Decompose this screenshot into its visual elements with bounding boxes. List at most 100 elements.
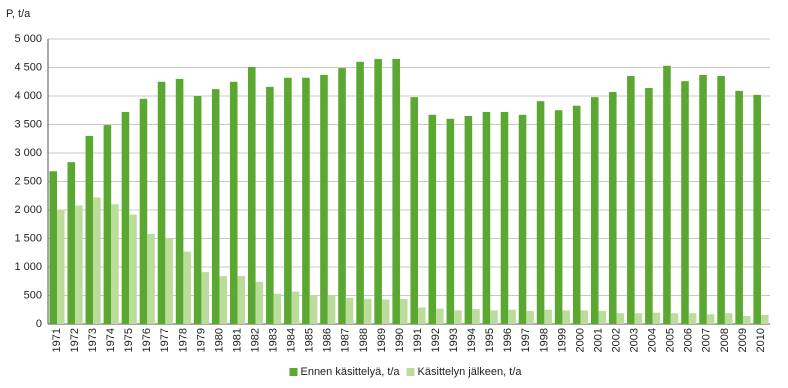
- x-tick-label: 1971: [51, 328, 63, 352]
- bar: [229, 81, 238, 324]
- bar: [193, 96, 202, 324]
- bar: [255, 281, 264, 324]
- bar: [327, 295, 336, 324]
- x-tick-label: 1984: [286, 328, 298, 352]
- x-tick-label: 1992: [430, 328, 442, 352]
- bar: [111, 204, 119, 324]
- bar: [374, 58, 382, 324]
- x-tick-label: 1983: [268, 328, 280, 352]
- legend: Ennen käsittelyä, t/a Käsittelyn jälkeen,…: [289, 366, 522, 378]
- x-tick-label: 1985: [304, 328, 316, 352]
- x-tick-label: 2004: [647, 328, 659, 352]
- bar: [681, 81, 689, 325]
- bar: [57, 210, 65, 324]
- x-tick-label: 2010: [755, 328, 767, 352]
- bar: [392, 58, 400, 324]
- bar: [85, 135, 94, 324]
- y-axis-label: P, t/a: [6, 8, 31, 20]
- bar: [273, 293, 282, 324]
- bar: [670, 313, 679, 324]
- bar: [157, 81, 166, 324]
- x-tick-label: 1982: [249, 328, 261, 352]
- x-tick-label: 2001: [592, 328, 604, 352]
- x-tick-label: 2007: [701, 328, 713, 352]
- bar: [544, 309, 552, 324]
- y-tick-label: 3 000: [14, 147, 42, 159]
- bar: [338, 68, 346, 324]
- y-tick-label: 2 500: [14, 175, 42, 187]
- bar: [356, 61, 364, 325]
- bar: [580, 310, 589, 324]
- bar: [309, 295, 318, 324]
- bar: [67, 162, 76, 324]
- bar: [482, 111, 491, 325]
- x-tick-label: 1981: [231, 328, 243, 352]
- bar: [454, 310, 462, 324]
- bar: [266, 86, 274, 324]
- x-tick-label: 1979: [195, 328, 207, 352]
- bar: [634, 313, 643, 324]
- bar: [446, 118, 455, 324]
- y-tick-label: 1 500: [14, 232, 42, 244]
- bar: [345, 297, 354, 324]
- x-tick-label: 1999: [556, 328, 568, 352]
- bar: [381, 299, 390, 324]
- bar: [562, 310, 571, 324]
- bar: [724, 313, 733, 324]
- bar: [75, 205, 83, 324]
- bar: [706, 314, 715, 324]
- x-tick-label: 2008: [719, 328, 731, 352]
- bar: [490, 310, 498, 324]
- x-tick-label: 1989: [376, 328, 388, 352]
- x-tick-label: 1997: [520, 328, 532, 352]
- x-tick-label: 2003: [629, 328, 641, 352]
- bar: [175, 78, 184, 325]
- bar: [139, 98, 148, 324]
- bar: [760, 314, 769, 324]
- bar: [302, 77, 310, 324]
- x-tick-label: 1973: [87, 328, 99, 352]
- bar: [219, 276, 228, 324]
- bar: [147, 233, 155, 324]
- bar: [410, 97, 419, 324]
- bar: [500, 111, 509, 325]
- x-tick-label: 1978: [177, 328, 189, 352]
- bar: [645, 88, 653, 325]
- y-tick-label: 4 000: [14, 90, 42, 102]
- x-tick-label: 1993: [448, 328, 460, 352]
- bar: [183, 251, 191, 324]
- x-tick-label: 1980: [213, 328, 225, 352]
- bar: [590, 97, 599, 324]
- bar: [616, 313, 625, 324]
- bar: [608, 92, 617, 324]
- bar: [211, 89, 220, 324]
- x-tick-label: 1990: [394, 328, 406, 352]
- y-tick-label: 3 500: [14, 118, 42, 130]
- x-tick-label: 1995: [484, 328, 496, 352]
- bar: [518, 114, 527, 324]
- bar: [49, 171, 58, 324]
- bar: [121, 111, 130, 325]
- x-tick-label: 1988: [358, 328, 370, 352]
- x-tick-label: 1996: [502, 328, 514, 352]
- x-tick-label: 2002: [610, 328, 622, 352]
- y-tick-label: 5 000: [14, 33, 42, 45]
- bar: [508, 309, 516, 324]
- bar: [572, 105, 581, 324]
- bar: [735, 90, 743, 325]
- bar: [526, 310, 534, 324]
- bar: [418, 307, 426, 324]
- x-tick-label: 1977: [159, 328, 171, 352]
- bar: [464, 115, 473, 324]
- bar: [237, 276, 246, 324]
- bar: [201, 272, 210, 324]
- bar: [717, 76, 725, 324]
- x-tick-label: 1972: [69, 328, 81, 352]
- x-tick-label: 2005: [665, 328, 677, 352]
- x-tick-label: 1994: [466, 328, 478, 352]
- bar: [165, 238, 173, 324]
- x-tick-label: 1974: [105, 328, 117, 352]
- bar: [627, 76, 635, 324]
- bar: [363, 298, 372, 324]
- bar: [436, 308, 444, 324]
